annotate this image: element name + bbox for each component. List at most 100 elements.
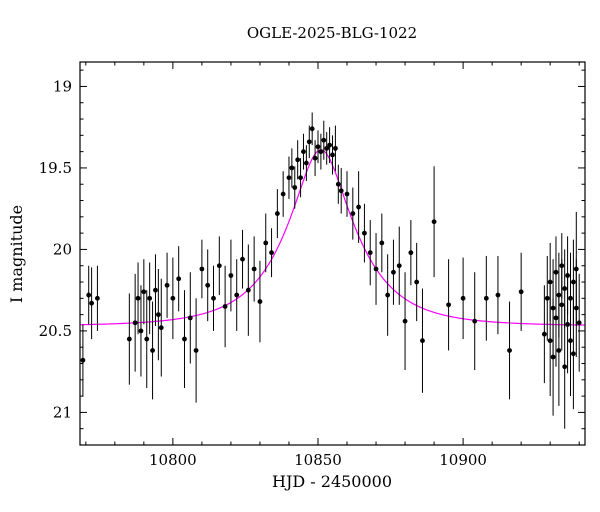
data-point bbox=[391, 269, 396, 275]
x-tick-label: 10900 bbox=[439, 451, 487, 469]
data-point bbox=[547, 338, 553, 344]
data-point bbox=[193, 348, 199, 353]
data-point bbox=[170, 295, 176, 301]
data-point bbox=[518, 289, 524, 295]
data-point bbox=[483, 295, 489, 301]
data-point bbox=[562, 364, 568, 370]
data-point bbox=[335, 181, 341, 187]
data-point bbox=[155, 312, 161, 318]
data-point bbox=[420, 338, 425, 344]
data-point bbox=[144, 336, 150, 342]
data-point bbox=[315, 144, 321, 150]
data-point bbox=[126, 336, 132, 342]
data-point bbox=[295, 157, 301, 163]
data-point bbox=[408, 250, 414, 256]
x-tick-label: 10850 bbox=[294, 451, 342, 469]
data-point bbox=[301, 149, 306, 155]
y-tick-label: 20 bbox=[53, 240, 72, 258]
data-point bbox=[257, 299, 263, 304]
data-point bbox=[306, 139, 312, 145]
data-point bbox=[327, 142, 332, 148]
data-point bbox=[289, 165, 295, 171]
data-point bbox=[507, 348, 512, 353]
data-point bbox=[303, 160, 309, 166]
data-point bbox=[565, 273, 570, 278]
x-tick-label: 10800 bbox=[149, 451, 197, 469]
data-point bbox=[292, 185, 298, 190]
data-point bbox=[570, 351, 576, 357]
data-point bbox=[228, 273, 234, 278]
data-point bbox=[362, 230, 367, 236]
data-point bbox=[568, 295, 573, 301]
data-point bbox=[199, 266, 205, 272]
data-point bbox=[234, 292, 240, 298]
data-point bbox=[141, 289, 147, 295]
data-point bbox=[298, 175, 303, 181]
data-point bbox=[153, 287, 158, 293]
data-point bbox=[385, 292, 391, 298]
data-point bbox=[570, 279, 576, 285]
data-point bbox=[356, 204, 362, 210]
data-point bbox=[330, 152, 335, 158]
data-point bbox=[565, 321, 570, 327]
data-point bbox=[562, 286, 568, 291]
data-point bbox=[333, 145, 338, 151]
data-point bbox=[344, 191, 350, 197]
data-point bbox=[89, 300, 95, 306]
data-point bbox=[460, 295, 466, 301]
data-point bbox=[280, 191, 286, 197]
data-point bbox=[86, 292, 92, 298]
x-axis-label: HJD - 2450000 bbox=[272, 472, 392, 491]
data-point bbox=[251, 266, 257, 272]
data-point bbox=[576, 320, 582, 326]
data-point bbox=[321, 137, 327, 143]
data-point bbox=[135, 295, 141, 301]
data-point bbox=[95, 295, 100, 301]
data-point bbox=[414, 279, 420, 285]
data-point bbox=[472, 318, 478, 324]
data-point bbox=[550, 354, 556, 360]
data-point bbox=[286, 175, 292, 181]
data-point bbox=[547, 279, 553, 285]
data-point bbox=[138, 328, 144, 334]
data-point bbox=[379, 240, 385, 246]
data-point bbox=[182, 336, 187, 342]
data-point bbox=[431, 219, 437, 225]
data-point bbox=[553, 315, 559, 321]
data-point bbox=[176, 276, 182, 282]
plot-area: 10800 10850 10900 19 19.5 20 20.5 21 bbox=[39, 61, 586, 469]
y-tick-label: 19.5 bbox=[39, 159, 72, 177]
data-point bbox=[274, 211, 280, 216]
data-point bbox=[350, 211, 356, 216]
data-point bbox=[396, 263, 402, 269]
data-point bbox=[205, 282, 211, 288]
data-point bbox=[132, 320, 138, 326]
data-point bbox=[544, 295, 550, 301]
data-point bbox=[222, 304, 228, 309]
data-point bbox=[164, 282, 170, 288]
y-tick-label: 21 bbox=[53, 403, 72, 421]
data-point bbox=[495, 292, 501, 298]
data-point bbox=[559, 302, 565, 308]
data-point bbox=[556, 348, 562, 353]
data-point bbox=[80, 357, 86, 363]
data-point bbox=[158, 325, 164, 331]
data-point bbox=[187, 315, 193, 321]
data-point bbox=[338, 188, 344, 194]
data-point bbox=[318, 149, 324, 155]
data-point bbox=[245, 287, 251, 293]
data-point bbox=[373, 266, 379, 272]
data-point bbox=[402, 318, 408, 324]
data-point bbox=[309, 126, 315, 132]
data-point bbox=[147, 295, 153, 301]
data-point bbox=[269, 250, 274, 256]
data-point bbox=[150, 348, 155, 353]
data-point bbox=[240, 256, 245, 262]
plot-frame bbox=[79, 61, 586, 446]
y-tick-label: 19 bbox=[53, 77, 72, 95]
data-point bbox=[312, 155, 318, 161]
data-point bbox=[446, 302, 451, 308]
data-point bbox=[541, 331, 547, 337]
